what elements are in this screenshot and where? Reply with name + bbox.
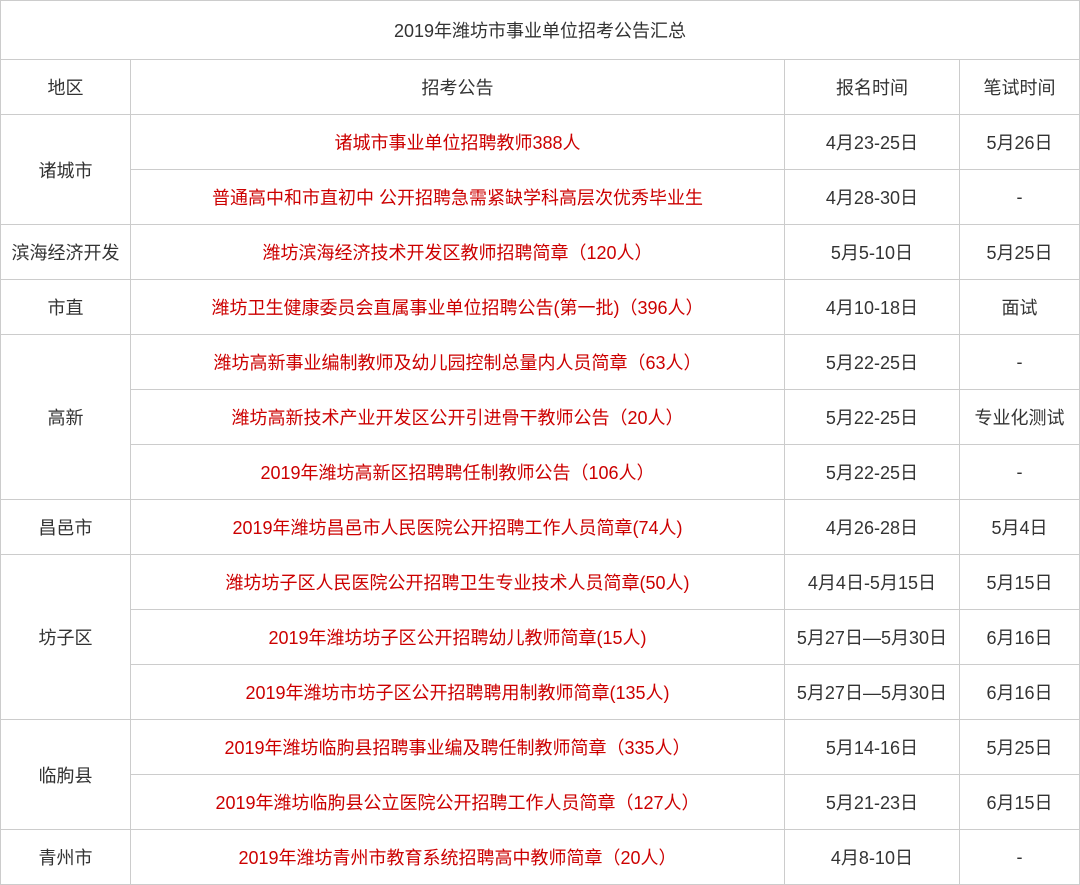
signup-date: 5月27日—5月30日 [784,665,959,720]
table-row: 临朐县2019年潍坊临朐县招聘事业编及聘任制教师简章（335人）5月14-16日… [1,720,1080,775]
region-cell: 昌邑市 [1,500,131,555]
exam-date: 6月16日 [959,665,1079,720]
region-cell: 临朐县 [1,720,131,830]
announcement-link[interactable]: 2019年潍坊高新区招聘聘任制教师公告（106人） [131,445,785,500]
region-cell: 诸城市 [1,115,131,225]
recruitment-table: 2019年潍坊市事业单位招考公告汇总 地区 招考公告 报名时间 笔试时间 诸城市… [0,0,1080,885]
signup-date: 4月28-30日 [784,170,959,225]
announcement-link[interactable]: 2019年潍坊昌邑市人民医院公开招聘工作人员简章(74人) [131,500,785,555]
announcement-link[interactable]: 潍坊高新事业编制教师及幼儿园控制总量内人员简章（63人） [131,335,785,390]
header-region: 地区 [1,60,131,115]
table-row: 诸城市诸城市事业单位招聘教师388人4月23-25日5月26日 [1,115,1080,170]
table-row: 青州市2019年潍坊青州市教育系统招聘高中教师简章（20人）4月8-10日- [1,830,1080,885]
signup-date: 5月22-25日 [784,335,959,390]
region-cell: 滨海经济开发 [1,225,131,280]
exam-date: - [959,830,1079,885]
exam-date: 专业化测试 [959,390,1079,445]
table-row: 2019年潍坊坊子区公开招聘幼儿教师简章(15人)5月27日—5月30日6月16… [1,610,1080,665]
announcement-link[interactable]: 潍坊卫生健康委员会直属事业单位招聘公告(第一批)（396人） [131,280,785,335]
table-title-row: 2019年潍坊市事业单位招考公告汇总 [1,1,1080,60]
table-row: 潍坊高新技术产业开发区公开引进骨干教师公告（20人）5月22-25日专业化测试 [1,390,1080,445]
exam-date: 5月15日 [959,555,1079,610]
signup-date: 4月8-10日 [784,830,959,885]
exam-date: - [959,335,1079,390]
table-row: 滨海经济开发潍坊滨海经济技术开发区教师招聘简章（120人）5月5-10日5月25… [1,225,1080,280]
table-title: 2019年潍坊市事业单位招考公告汇总 [1,1,1080,60]
header-announcement: 招考公告 [131,60,785,115]
exam-date: 5月26日 [959,115,1079,170]
signup-date: 5月27日—5月30日 [784,610,959,665]
signup-date: 5月22-25日 [784,390,959,445]
region-cell: 高新 [1,335,131,500]
table-row: 2019年潍坊高新区招聘聘任制教师公告（106人）5月22-25日- [1,445,1080,500]
table-row: 2019年潍坊市坊子区公开招聘聘用制教师简章(135人)5月27日—5月30日6… [1,665,1080,720]
announcement-link[interactable]: 2019年潍坊临朐县招聘事业编及聘任制教师简章（335人） [131,720,785,775]
signup-date: 5月14-16日 [784,720,959,775]
table-row: 昌邑市2019年潍坊昌邑市人民医院公开招聘工作人员简章(74人)4月26-28日… [1,500,1080,555]
region-cell: 市直 [1,280,131,335]
announcement-link[interactable]: 诸城市事业单位招聘教师388人 [131,115,785,170]
signup-date: 5月21-23日 [784,775,959,830]
signup-date: 5月5-10日 [784,225,959,280]
region-cell: 坊子区 [1,555,131,720]
table-row: 市直潍坊卫生健康委员会直属事业单位招聘公告(第一批)（396人）4月10-18日… [1,280,1080,335]
signup-date: 4月10-18日 [784,280,959,335]
exam-date: - [959,445,1079,500]
announcement-link[interactable]: 潍坊坊子区人民医院公开招聘卫生专业技术人员简章(50人) [131,555,785,610]
announcement-link[interactable]: 2019年潍坊坊子区公开招聘幼儿教师简章(15人) [131,610,785,665]
exam-date: 6月16日 [959,610,1079,665]
exam-date: 5月4日 [959,500,1079,555]
table-header-row: 地区 招考公告 报名时间 笔试时间 [1,60,1080,115]
table-row: 普通高中和市直初中 公开招聘急需紧缺学科高层次优秀毕业生4月28-30日- [1,170,1080,225]
signup-date: 4月23-25日 [784,115,959,170]
signup-date: 4月26-28日 [784,500,959,555]
announcement-link[interactable]: 潍坊高新技术产业开发区公开引进骨干教师公告（20人） [131,390,785,445]
table-row: 2019年潍坊临朐县公立医院公开招聘工作人员简章（127人）5月21-23日6月… [1,775,1080,830]
exam-date: 5月25日 [959,720,1079,775]
signup-date: 4月4日-5月15日 [784,555,959,610]
announcement-link[interactable]: 2019年潍坊青州市教育系统招聘高中教师简章（20人） [131,830,785,885]
signup-date: 5月22-25日 [784,445,959,500]
table-row: 高新潍坊高新事业编制教师及幼儿园控制总量内人员简章（63人）5月22-25日- [1,335,1080,390]
table-row: 坊子区潍坊坊子区人民医院公开招聘卫生专业技术人员简章(50人)4月4日-5月15… [1,555,1080,610]
exam-date: 面试 [959,280,1079,335]
header-exam-time: 笔试时间 [959,60,1079,115]
header-signup-time: 报名时间 [784,60,959,115]
announcement-link[interactable]: 潍坊滨海经济技术开发区教师招聘简章（120人） [131,225,785,280]
exam-date: 6月15日 [959,775,1079,830]
exam-date: 5月25日 [959,225,1079,280]
announcement-link[interactable]: 2019年潍坊市坊子区公开招聘聘用制教师简章(135人) [131,665,785,720]
announcement-link[interactable]: 2019年潍坊临朐县公立医院公开招聘工作人员简章（127人） [131,775,785,830]
announcement-link[interactable]: 普通高中和市直初中 公开招聘急需紧缺学科高层次优秀毕业生 [131,170,785,225]
region-cell: 青州市 [1,830,131,885]
exam-date: - [959,170,1079,225]
